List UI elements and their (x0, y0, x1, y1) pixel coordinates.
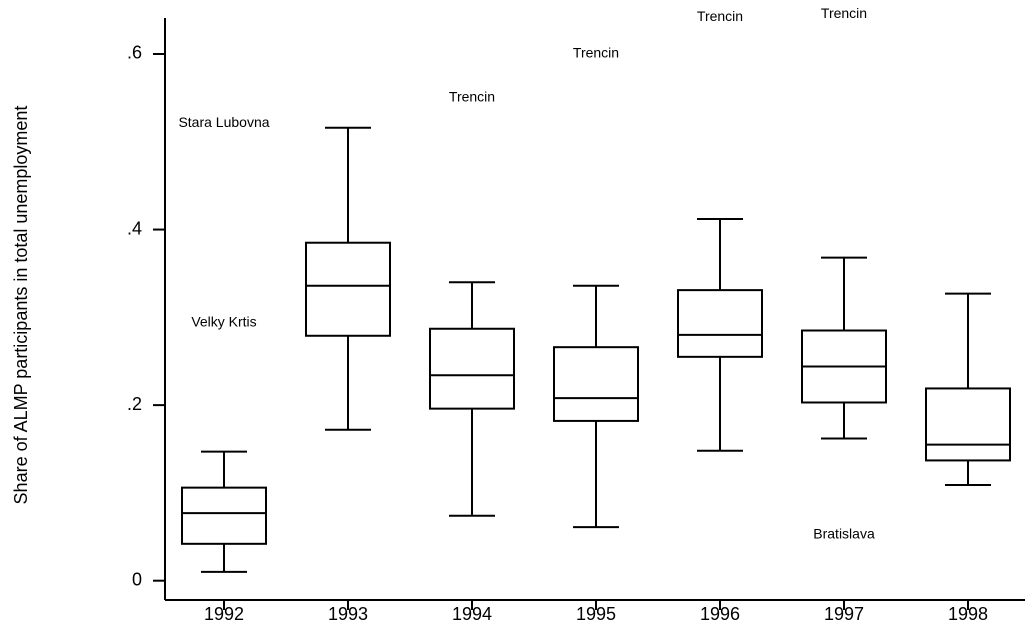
y-tick-label: .6 (127, 43, 142, 63)
outlier-label: Stara Lubovna (178, 114, 269, 130)
box (181, 486, 267, 545)
y-axis-title: Share of ALMP participants in total unem… (11, 106, 31, 505)
x-tick-label: 1993 (328, 604, 368, 624)
x-tick-label: 1992 (204, 604, 244, 624)
box (925, 387, 1011, 462)
outlier-label: Velky Krtis (191, 313, 256, 329)
x-tick-label: 1995 (576, 604, 616, 624)
outlier-label: Bratislava (813, 526, 875, 542)
outlier-label: Trencin (449, 89, 495, 105)
box (677, 289, 763, 358)
box (553, 346, 639, 422)
outlier-label: Trencin (821, 5, 867, 21)
y-tick-label: .4 (127, 218, 142, 238)
x-tick-label: 1997 (824, 604, 864, 624)
outlier-label: Trencin (573, 45, 619, 61)
y-tick-label: 0 (132, 569, 142, 589)
y-tick-label: .2 (127, 394, 142, 414)
x-tick-label: 1994 (452, 604, 492, 624)
x-tick-label: 1996 (700, 604, 740, 624)
box (305, 241, 391, 337)
outlier-label: Trencin (697, 8, 743, 24)
box (429, 327, 515, 410)
x-tick-label: 1998 (948, 604, 988, 624)
